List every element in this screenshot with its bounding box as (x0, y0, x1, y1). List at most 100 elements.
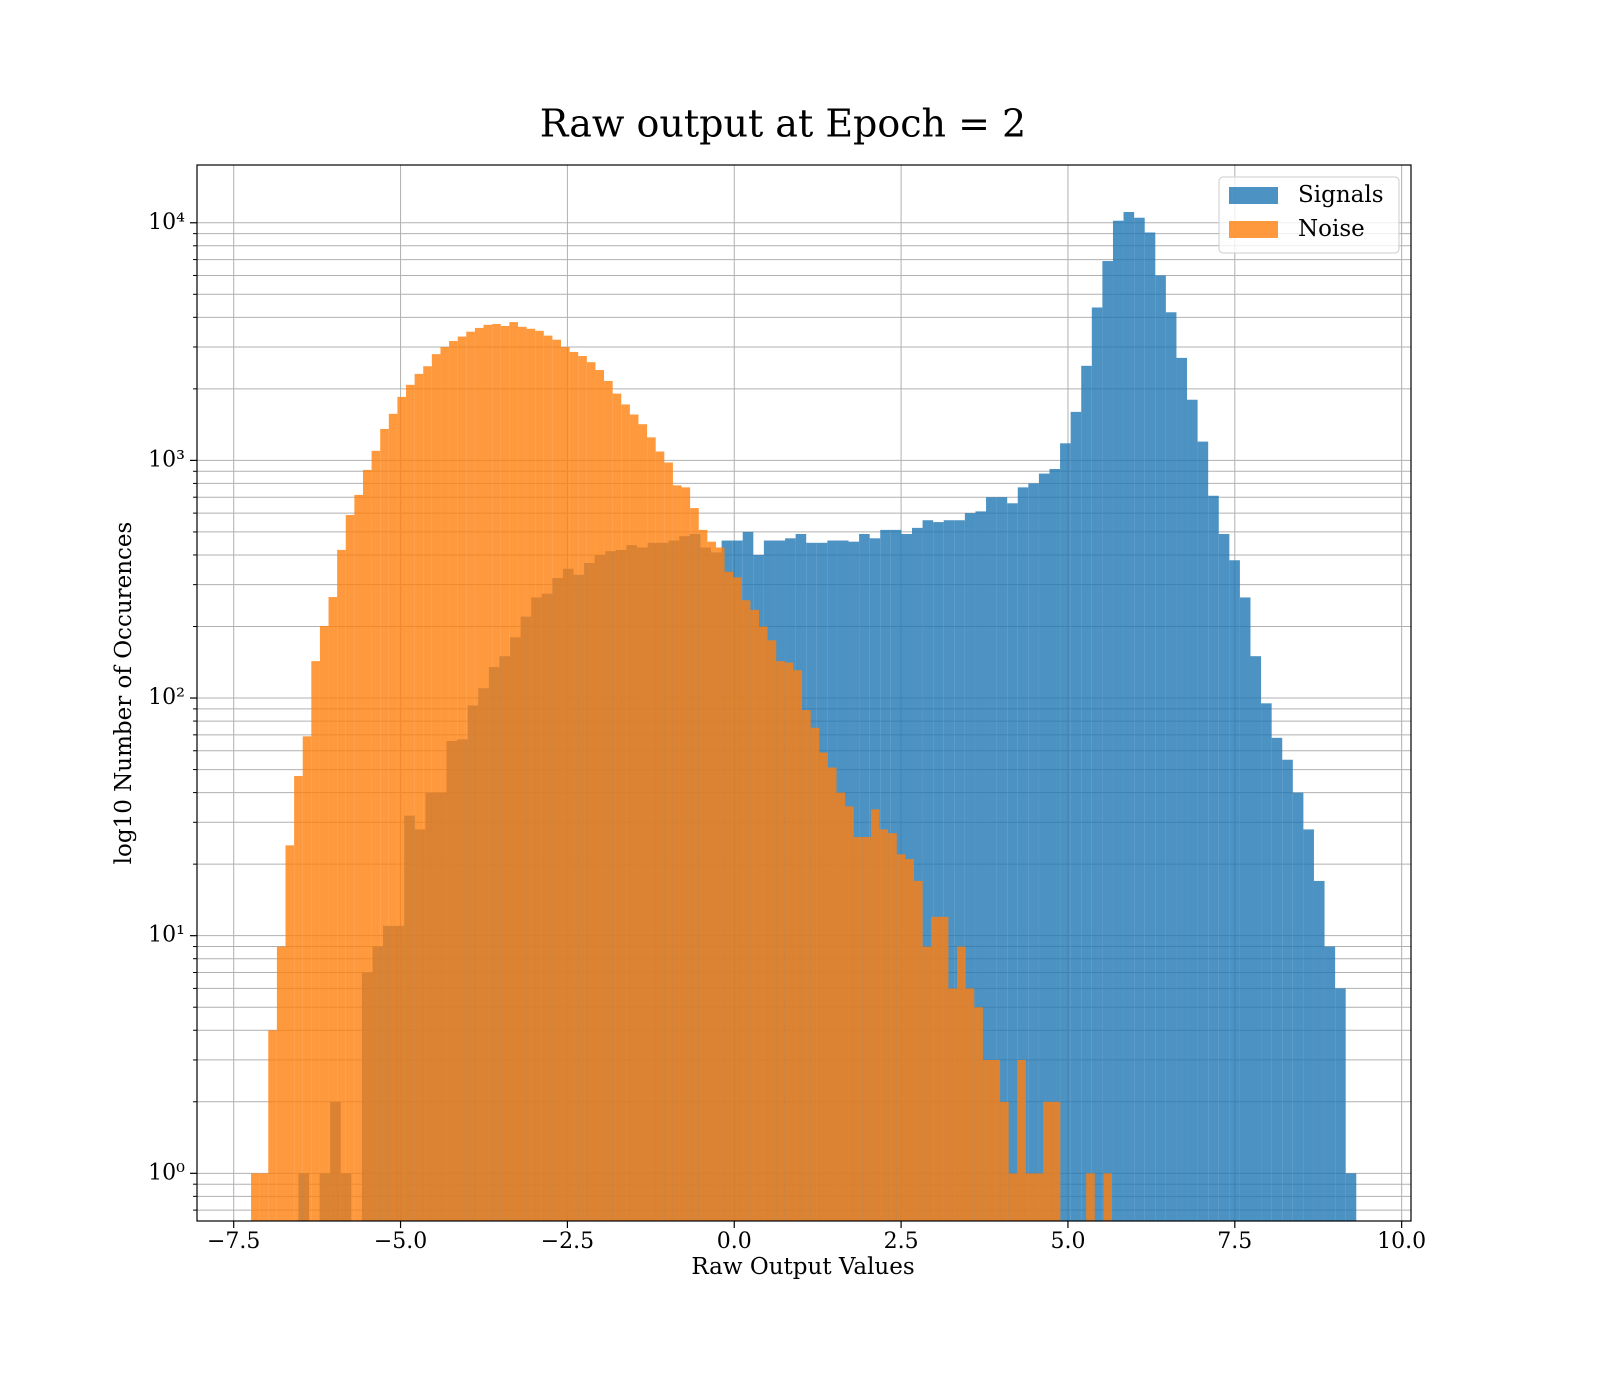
histogram-bar (1261, 703, 1272, 1221)
legend-label: Signals (1298, 182, 1384, 208)
histogram-bar (509, 322, 518, 1221)
histogram-bar (1313, 880, 1325, 1221)
y-tick-label: 10² (148, 685, 185, 710)
histogram-bar (406, 384, 415, 1222)
histogram-bar (1123, 211, 1135, 1222)
histogram-bar (827, 767, 837, 1221)
histogram-bar (931, 916, 940, 1221)
histogram-bar (535, 330, 544, 1222)
histogram-bar (974, 1007, 983, 1221)
histogram-bar (802, 710, 811, 1221)
histogram-bar (371, 450, 381, 1221)
histogram-bar (268, 1030, 277, 1221)
histogram-bar (1008, 1173, 1018, 1221)
histogram-bar (578, 355, 587, 1221)
y-tick-label: 10¹ (148, 923, 185, 948)
histogram-bar (845, 806, 854, 1221)
histogram-bar (836, 792, 846, 1221)
chart-title: Raw output at Epoch = 2 (540, 102, 1026, 146)
histogram-bar (1187, 399, 1198, 1221)
histogram-bar (954, 520, 965, 1221)
histogram-bar (1102, 261, 1113, 1221)
histogram-bar (1165, 312, 1177, 1221)
histogram-bar (388, 413, 398, 1221)
histogram-bar (621, 404, 630, 1221)
histogram-bar (526, 328, 536, 1221)
histogram-bar (517, 326, 527, 1222)
histogram-bar (707, 541, 716, 1221)
histogram-bar (741, 600, 751, 1221)
histogram-bar (1282, 759, 1293, 1221)
histogram-bar (362, 469, 372, 1221)
histogram-bar (457, 336, 467, 1222)
histogram-bar (474, 327, 484, 1221)
histogram-bar (492, 323, 501, 1221)
histogram-bar (1091, 307, 1103, 1221)
histogram-bar (1197, 441, 1209, 1221)
histogram-bar (922, 520, 934, 1221)
histogram-bar (1208, 495, 1219, 1221)
histogram-bar (1070, 411, 1082, 1221)
x-tick-label: 2.5 (884, 1229, 919, 1254)
histogram-bar (690, 508, 699, 1221)
histogram-bar (1007, 503, 1018, 1221)
histogram-bar (767, 640, 777, 1221)
histogram-bar (276, 946, 286, 1221)
histogram-bar (1028, 483, 1039, 1221)
y-tick-label: 10⁴ (148, 210, 185, 235)
histogram-bar (819, 752, 828, 1221)
y-tick-label: 10³ (148, 447, 185, 472)
histogram-bar (638, 424, 648, 1221)
histogram-bar (870, 809, 880, 1221)
histogram-bar (1134, 217, 1145, 1222)
histogram-bar (259, 1173, 269, 1221)
histogram-bar (948, 988, 958, 1221)
legend: Signals Noise (1218, 176, 1400, 254)
histogram-bar (672, 485, 682, 1221)
histogram-bar (319, 625, 329, 1221)
axes: −7.5 −5.0 −2.5 0.0 2.5 5.0 7.5 10.0 10⁰ 10¹ 10² 10³… (148, 210, 1426, 1254)
x-tick-label: 10.0 (1377, 1229, 1426, 1254)
legend-swatch (1229, 221, 1278, 238)
histogram-bar (500, 325, 510, 1221)
legend-label: Noise (1298, 216, 1365, 242)
histogram-bar (1292, 792, 1304, 1221)
histogram-bar (1017, 487, 1029, 1221)
histogram-bar (943, 520, 955, 1221)
histogram-bar (911, 527, 923, 1221)
x-tick-label: 7.5 (1217, 1229, 1252, 1254)
histogram-bar (1155, 275, 1166, 1221)
histogram-bar (612, 393, 622, 1222)
histogram-bar (1103, 1173, 1113, 1221)
histogram-bar (698, 529, 708, 1221)
histogram-bar (569, 351, 579, 1221)
histogram-bar (440, 347, 450, 1221)
y-axis-label: log10 Number of Occurences (111, 522, 137, 865)
histogram-bar (776, 661, 785, 1221)
histogram-bar (302, 736, 312, 1221)
histogram-bar (1081, 365, 1092, 1221)
histogram-bar (810, 727, 820, 1221)
histogram-bar (1112, 220, 1124, 1222)
histogram-bar (543, 335, 553, 1221)
histogram-bar (986, 497, 997, 1221)
x-tick-label: 5.0 (1050, 1229, 1085, 1254)
histogram-bar (750, 609, 760, 1221)
histogram-bar (1025, 1173, 1035, 1221)
histogram-bar (285, 845, 295, 1221)
histogram-bar (1345, 1173, 1357, 1221)
x-tick-label: −5.0 (374, 1229, 427, 1254)
histogram-bar (604, 380, 613, 1222)
x-tick-label: −2.5 (541, 1229, 594, 1254)
histogram-bar (354, 494, 363, 1222)
histogram-bar (793, 670, 803, 1221)
histogram-bar (896, 854, 906, 1221)
histogram-bar (595, 370, 605, 1221)
histogram-bar (957, 946, 966, 1221)
histogram-bar (922, 946, 932, 1221)
histogram-bar (560, 347, 570, 1221)
histogram-bar (933, 522, 944, 1221)
histogram-bar (345, 515, 355, 1221)
histogram-bar (975, 511, 987, 1222)
histogram-bar (647, 437, 656, 1221)
